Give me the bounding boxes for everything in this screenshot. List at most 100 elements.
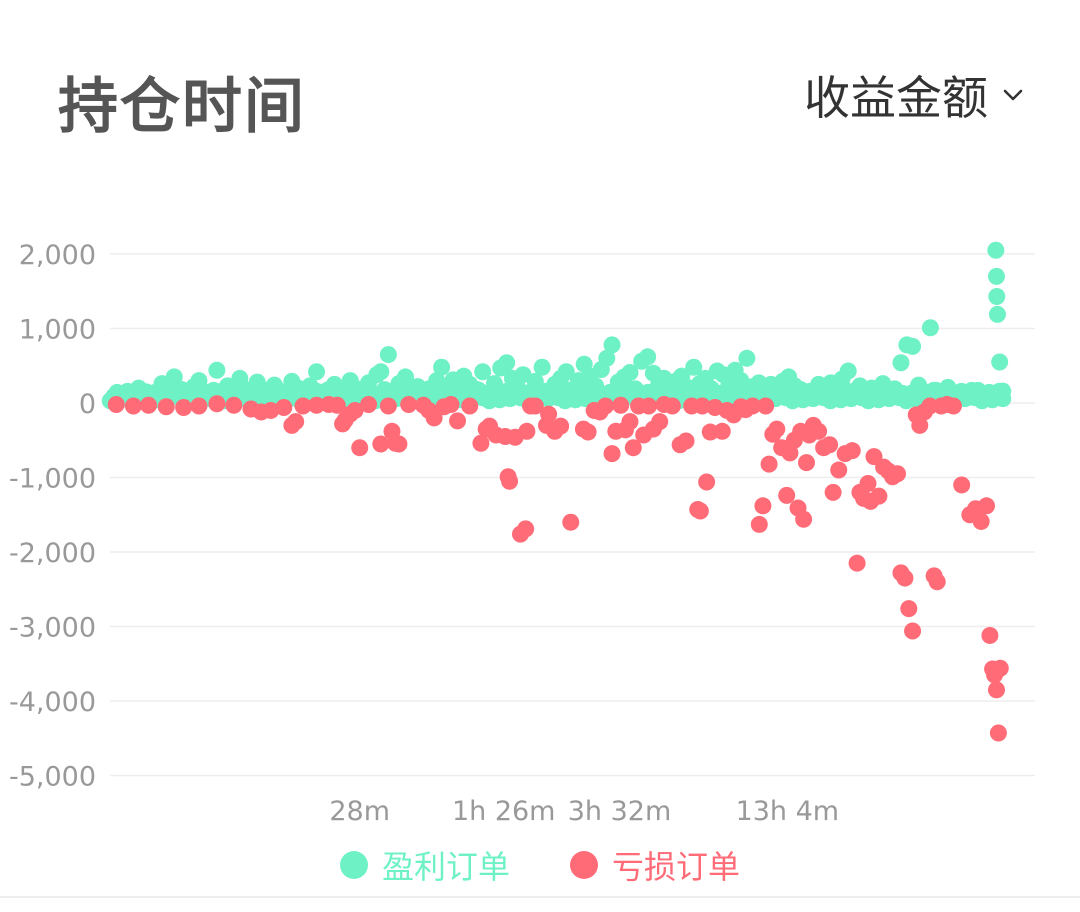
- loss-point: [750, 515, 768, 533]
- y-tick-label: -4,000: [9, 687, 96, 718]
- loss-point: [124, 397, 142, 415]
- profit-point: [991, 353, 1009, 371]
- loss-point: [157, 398, 175, 416]
- legend-item-profit[interactable]: 盈利订单: [339, 842, 510, 888]
- loss-point: [372, 435, 390, 453]
- loss-point: [596, 397, 614, 415]
- loss-point: [824, 483, 842, 501]
- loss-point: [900, 600, 918, 618]
- loss-point: [713, 422, 731, 440]
- loss-point: [944, 397, 962, 415]
- loss-point: [390, 435, 408, 453]
- profit-point: [639, 348, 657, 366]
- loss-point: [663, 397, 681, 415]
- page-title: 持仓时间: [58, 72, 306, 142]
- scatter-chart: 2,000 1,000 0 -1,000 -2,000 -3,000 -4,000 -5,00…: [9, 240, 1035, 827]
- legend-loss-dot: [570, 851, 598, 879]
- profit-point: [276, 386, 294, 404]
- loss-point: [442, 395, 460, 413]
- profit-point: [738, 349, 756, 367]
- profit-point: [603, 336, 621, 354]
- y-tick-label: -2,000: [9, 538, 96, 569]
- y-axis-ticks: 2,000 1,000 0 -1,000 -2,000 -3,000 -4,000 -5,00…: [9, 240, 96, 793]
- loss-point: [379, 397, 397, 415]
- loss-point: [896, 569, 914, 587]
- loss-point: [140, 396, 158, 414]
- profit-point: [886, 380, 904, 398]
- loss-point: [989, 724, 1007, 742]
- profit-point: [587, 377, 605, 395]
- profit-point: [828, 384, 846, 402]
- y-tick-label: 0: [79, 389, 96, 420]
- loss-point: [810, 422, 828, 440]
- profit-point: [372, 363, 390, 381]
- loss-point: [621, 413, 639, 431]
- loss-point: [275, 398, 293, 416]
- profit-point: [498, 354, 516, 372]
- y-tick-label: 1,000: [19, 315, 96, 346]
- legend-item-loss[interactable]: 亏损订单: [570, 842, 740, 888]
- profit-point: [485, 375, 503, 393]
- profit-point: [308, 363, 326, 381]
- loss-point: [501, 472, 519, 490]
- profit-point: [685, 358, 703, 376]
- loss-point: [928, 573, 946, 591]
- chevron-down-icon: [1003, 89, 1023, 101]
- legend-loss-label: 亏损订单: [612, 848, 741, 886]
- x-tick-label: 3h 32m: [568, 796, 672, 827]
- profit-point: [904, 337, 922, 355]
- loss-point: [518, 422, 536, 440]
- loss-point: [640, 397, 658, 415]
- x-axis-ticks: 28m 1h 26m 3h 32m 13h 4m: [329, 796, 839, 827]
- chart-legend: 盈利订单 亏损订单: [0, 842, 1080, 888]
- loss-point: [360, 395, 378, 413]
- y-tick-label: -5,000: [9, 762, 96, 793]
- loss-point: [208, 395, 226, 413]
- loss-point: [425, 409, 443, 427]
- profit-point: [892, 354, 910, 372]
- y-tick-label: -3,000: [9, 613, 96, 644]
- profit-point: [598, 349, 616, 367]
- loss-point: [677, 432, 695, 450]
- legend-profit-label: 盈利订单: [381, 848, 510, 886]
- profit-point: [921, 319, 939, 337]
- loss-point: [821, 436, 839, 454]
- loss-point: [768, 420, 786, 438]
- loss-point: [517, 520, 535, 538]
- loss-point: [624, 439, 642, 457]
- profit-point: [702, 380, 720, 398]
- bottom-divider: [0, 896, 1080, 898]
- y-tick-label: -1,000: [9, 464, 96, 495]
- data-points: [101, 241, 1012, 742]
- loss-point: [889, 465, 907, 483]
- loss-point: [190, 397, 208, 415]
- profit-point: [433, 358, 451, 376]
- loss-point: [744, 397, 762, 415]
- profit-point: [621, 363, 639, 381]
- loss-point: [972, 512, 990, 530]
- metric-dropdown[interactable]: 收益金额: [804, 62, 1028, 128]
- x-tick-label: 1h 26m: [452, 796, 556, 827]
- legend-profit-dot: [339, 851, 368, 879]
- loss-point: [848, 554, 866, 572]
- loss-point: [987, 681, 1005, 699]
- profit-point: [301, 377, 319, 395]
- loss-point: [449, 412, 467, 430]
- x-tick-label: 13h 4m: [736, 796, 840, 827]
- loss-point: [308, 396, 326, 414]
- loss-point: [760, 455, 778, 473]
- loss-point: [904, 622, 922, 640]
- loss-point: [175, 398, 193, 416]
- profit-point: [526, 372, 544, 390]
- profit-point: [165, 368, 183, 386]
- loss-point: [552, 417, 570, 435]
- loss-point: [778, 486, 796, 504]
- loss-point: [870, 487, 888, 505]
- profit-point: [981, 384, 999, 402]
- loss-point: [977, 497, 995, 515]
- loss-point: [400, 395, 418, 413]
- loss-point: [603, 445, 621, 463]
- profit-point: [557, 363, 575, 381]
- loss-point: [698, 473, 716, 491]
- y-tick-label: 2,000: [19, 240, 96, 271]
